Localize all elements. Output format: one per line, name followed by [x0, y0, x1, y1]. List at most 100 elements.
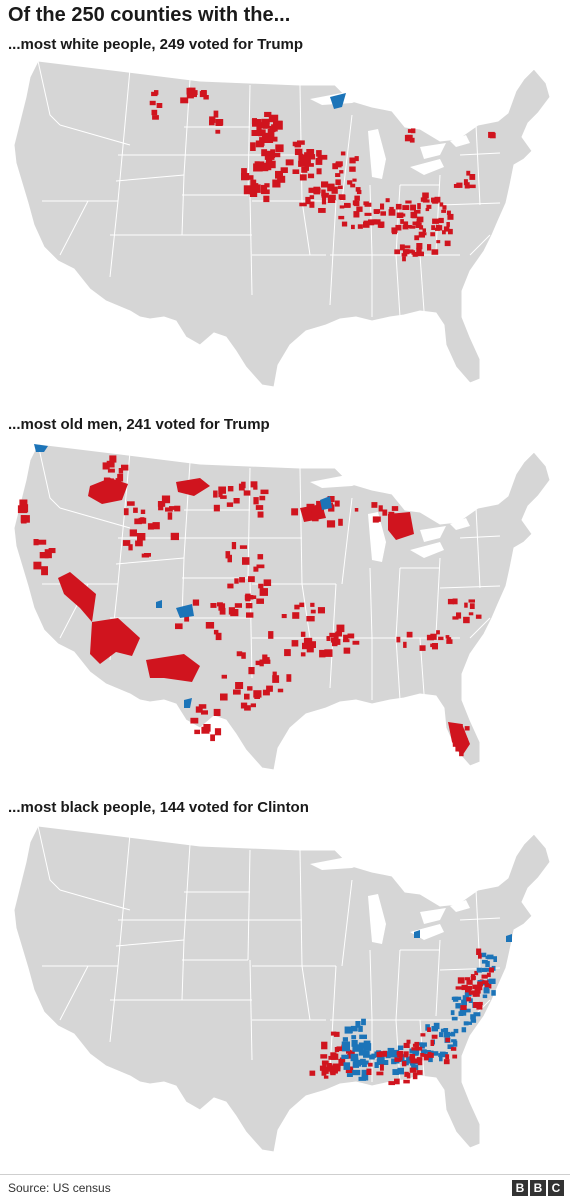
county-clinton — [462, 995, 469, 1001]
county-trump — [419, 225, 424, 230]
county-trump — [380, 1064, 384, 1071]
great-lake — [310, 856, 372, 870]
county-clinton — [506, 934, 512, 942]
county-trump — [33, 539, 39, 546]
county-trump — [128, 544, 133, 551]
county-trump — [331, 186, 338, 194]
county-trump — [210, 734, 215, 742]
map-black-people — [13, 825, 551, 1153]
county-trump — [242, 557, 250, 565]
county-trump — [432, 218, 439, 224]
county-trump — [390, 513, 396, 517]
county-trump — [417, 1059, 423, 1066]
county-trump — [250, 481, 258, 488]
county-trump — [255, 660, 263, 666]
county-trump — [394, 249, 400, 255]
county-trump — [469, 603, 475, 609]
county-trump — [403, 1051, 409, 1056]
county-trump — [213, 110, 219, 118]
county-trump — [354, 156, 359, 162]
county-trump — [368, 219, 375, 226]
county-trump — [439, 202, 444, 207]
state-border — [459, 152, 501, 156]
county-trump — [184, 614, 190, 622]
county-trump — [245, 593, 251, 602]
county-trump — [368, 1062, 373, 1067]
county-trump — [241, 652, 246, 659]
state-border — [459, 535, 501, 539]
state-border — [395, 567, 401, 639]
county-trump — [271, 152, 281, 158]
county-trump — [192, 90, 198, 95]
state-border — [117, 68, 131, 202]
county-trump — [58, 572, 96, 622]
county-trump — [266, 158, 273, 164]
county-trump — [406, 134, 413, 139]
county-trump — [292, 612, 300, 619]
county-trump — [436, 224, 440, 230]
county-trump — [186, 92, 194, 99]
county-trump — [256, 598, 264, 604]
county-clinton — [470, 1014, 476, 1020]
county-trump — [412, 252, 418, 257]
county-clinton — [438, 1053, 442, 1058]
county-trump — [321, 1041, 328, 1050]
county-trump — [257, 554, 264, 560]
county-trump — [338, 215, 345, 220]
county-clinton — [352, 1069, 361, 1076]
county-trump — [339, 205, 345, 209]
county-clinton — [473, 1012, 481, 1017]
county-trump — [335, 631, 342, 637]
state-border — [117, 451, 131, 585]
county-trump — [205, 622, 215, 629]
county-trump — [352, 178, 357, 182]
county-clinton — [453, 1028, 459, 1034]
county-trump — [275, 144, 284, 153]
county-trump — [251, 119, 262, 125]
county-trump — [195, 706, 203, 713]
great-lake — [450, 135, 470, 147]
great-lake — [410, 542, 444, 558]
county-trump — [152, 115, 159, 120]
county-trump — [306, 616, 315, 622]
county-trump — [402, 256, 406, 262]
county-clinton — [363, 1043, 372, 1051]
county-trump — [19, 499, 28, 508]
county-trump — [273, 120, 283, 130]
county-trump — [453, 184, 460, 188]
county-trump — [354, 508, 359, 512]
county-trump — [457, 724, 463, 728]
county-trump — [152, 522, 160, 530]
county-trump — [167, 512, 173, 520]
county-trump — [401, 253, 408, 257]
county-clinton — [455, 1003, 461, 1009]
county-trump — [310, 602, 315, 607]
county-clinton — [358, 1025, 363, 1032]
state-border — [435, 174, 441, 252]
county-trump — [109, 455, 117, 463]
county-trump — [33, 561, 42, 570]
county-trump — [245, 603, 253, 609]
county-clinton — [439, 1055, 443, 1062]
county-trump — [324, 649, 333, 657]
county-trump — [343, 634, 349, 640]
county-trump — [310, 609, 316, 614]
state-border — [59, 507, 131, 529]
county-trump — [345, 204, 351, 208]
county-trump — [285, 159, 294, 166]
county-trump — [400, 219, 404, 224]
county-trump — [376, 516, 381, 522]
county-trump — [414, 1041, 420, 1048]
county-trump — [248, 667, 255, 675]
county-trump — [416, 247, 422, 253]
county-clinton — [156, 600, 162, 608]
county-trump — [352, 640, 360, 645]
county-trump — [416, 1070, 423, 1075]
county-trump — [263, 195, 270, 203]
state-border — [37, 443, 61, 509]
county-trump — [388, 1081, 395, 1086]
county-trump — [406, 631, 413, 638]
county-trump — [203, 95, 209, 100]
county-trump — [402, 205, 410, 210]
county-trump — [402, 249, 410, 255]
